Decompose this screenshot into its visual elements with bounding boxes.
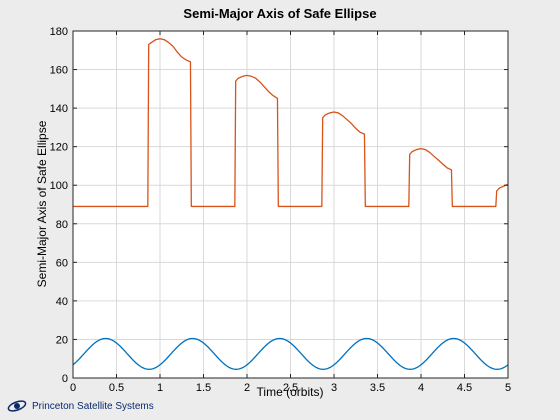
y-tick-label: 180 [50, 26, 68, 38]
series-line-1 [73, 38, 509, 208]
grid [73, 31, 508, 378]
y-tick-label: 40 [56, 296, 68, 308]
y-tick-label: 100 [50, 180, 68, 192]
x-tick-label: 3 [331, 382, 337, 394]
y-tick-label: 80 [56, 219, 68, 231]
x-tick-label: 1 [157, 382, 163, 394]
y-tick-label: 20 [56, 334, 68, 346]
x-tick-label: 3.5 [370, 382, 385, 394]
y-tick-label: 140 [50, 103, 68, 115]
x-tick-label: 0 [70, 382, 76, 394]
ticks: 0 0.5 1 1.5 2 2.5 3 3.5 4 4.5 5 0 20 40 60 80 100 120 140 1… [50, 26, 511, 394]
y-axis-label: Semi-Major Axis of Safe Ellipse [35, 120, 49, 287]
x-axis-label: Time (orbits) [257, 385, 324, 399]
y-tick-label: 60 [56, 257, 68, 269]
x-tick-label: 2.5 [283, 382, 298, 394]
y-tick-label: 120 [50, 142, 68, 154]
series-layer [72, 38, 509, 370]
x-tick-label: 0.5 [109, 382, 124, 394]
x-tick-label: 1.5 [196, 382, 211, 394]
logo-text: Princeton Satellite Systems [32, 400, 154, 412]
x-tick-label: 4.5 [457, 382, 472, 394]
x-tick-label: 2 [244, 382, 250, 394]
company-logo: Princeton Satellite Systems [6, 398, 154, 414]
y-tick-label: 160 [50, 65, 68, 77]
y-tick-label: 0 [62, 373, 68, 385]
x-tick-label: 4 [418, 382, 424, 394]
chart-title: Semi-Major Axis of Safe Ellipse [183, 6, 376, 21]
series-line-2 [72, 337, 509, 370]
orbit-logo-icon [7, 400, 27, 412]
x-tick-label: 5 [505, 382, 511, 394]
